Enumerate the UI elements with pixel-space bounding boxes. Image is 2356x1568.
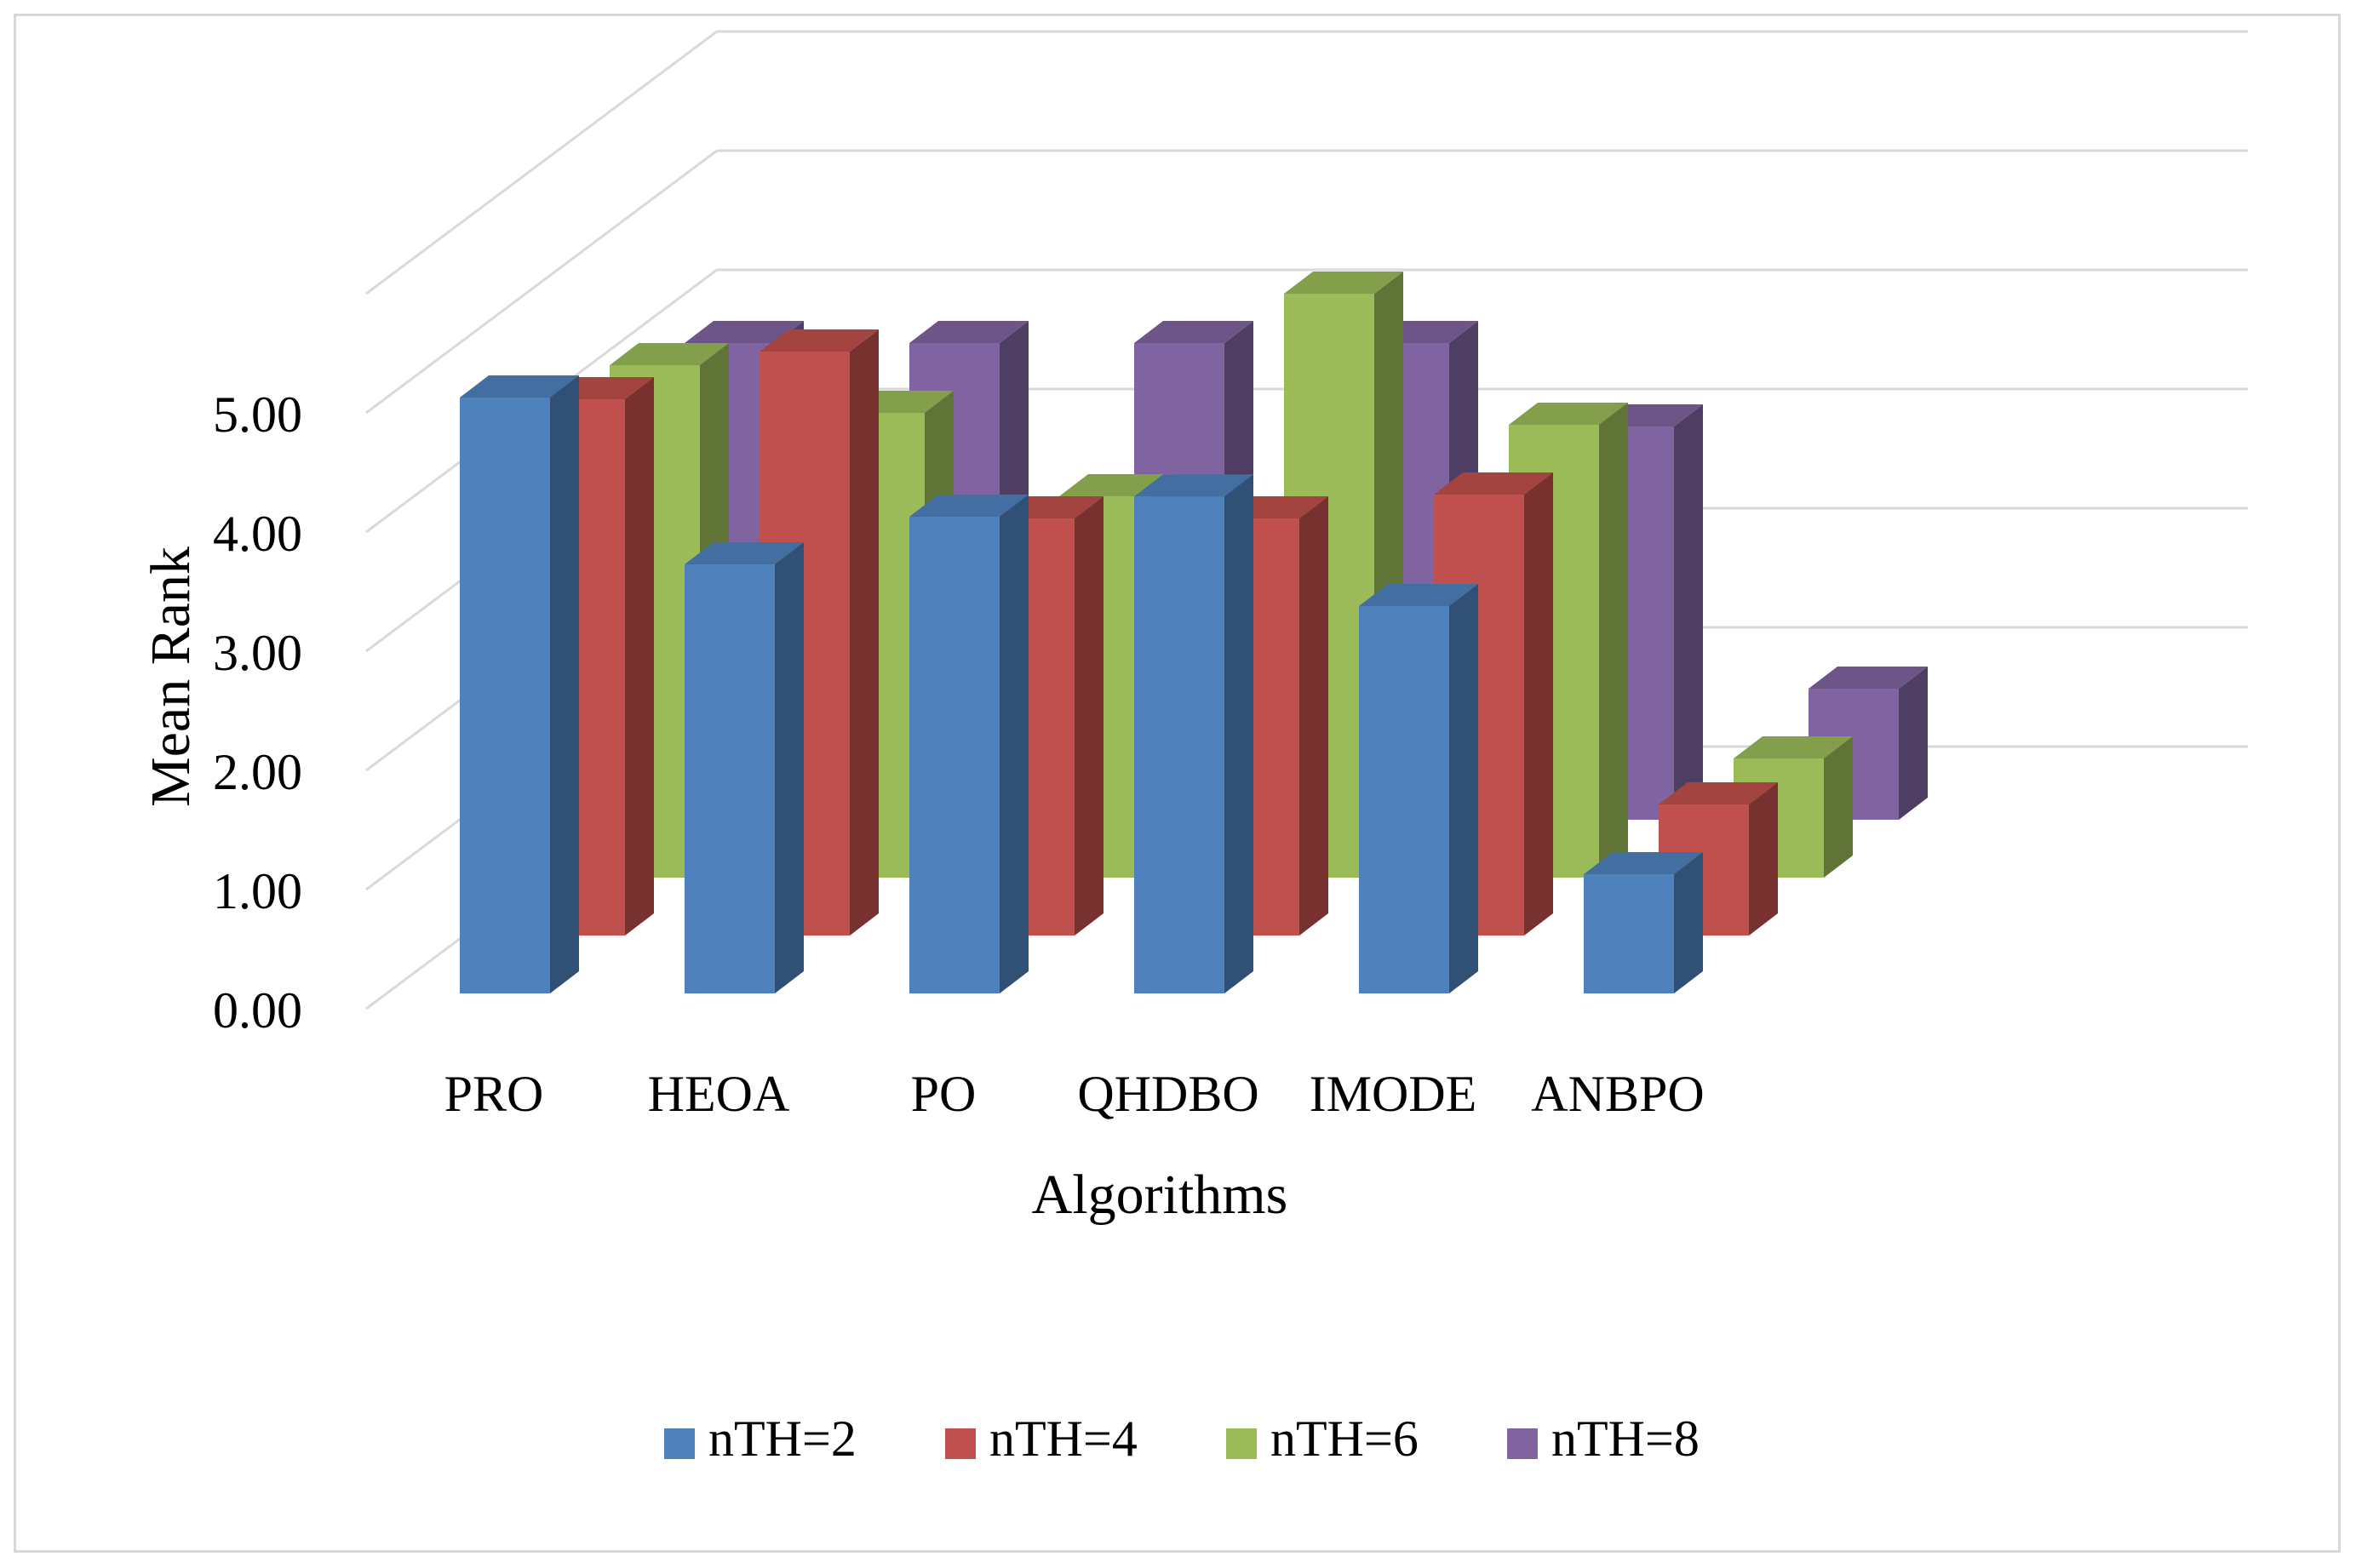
bar-top <box>909 495 1029 517</box>
bar-top <box>685 321 804 343</box>
bar <box>685 542 804 993</box>
legend-label: nTH=8 <box>1551 1411 1700 1467</box>
gridline-diagonal-5 <box>365 149 718 415</box>
bar-side <box>550 375 579 993</box>
bar-top <box>1284 272 1403 294</box>
legend-label: nTH=4 <box>989 1411 1138 1467</box>
bar <box>1134 474 1253 993</box>
bar-front <box>1134 496 1224 993</box>
bar-top <box>1734 736 1853 758</box>
bar-top <box>610 343 729 365</box>
bar <box>460 375 579 993</box>
bar-side <box>850 329 879 936</box>
bar-side <box>1674 852 1703 993</box>
bar <box>1584 852 1703 993</box>
bar-top <box>1809 667 1928 689</box>
bar-front <box>460 398 550 993</box>
x-tick-label: PRO <box>444 1066 544 1122</box>
bar-side <box>625 377 654 936</box>
legend-item: nTH=4 <box>945 1411 1138 1467</box>
x-tick-label: ANBPO <box>1531 1066 1704 1122</box>
bar-side <box>1749 782 1778 936</box>
legend-label: nTH=6 <box>1270 1411 1419 1467</box>
bar-front <box>685 564 775 993</box>
legend-item: nTH=8 <box>1507 1411 1700 1467</box>
bar-top <box>760 329 879 352</box>
y-tick-labels: 0.00 1.00 2.00 3.00 4.00 5.00 <box>213 386 302 1039</box>
bar-side <box>1824 736 1853 878</box>
bar-front <box>909 517 1000 993</box>
legend-swatch <box>945 1428 976 1459</box>
bar-top <box>460 375 579 398</box>
bar-side <box>1674 404 1703 820</box>
bar-side <box>1899 667 1928 820</box>
bar-side <box>1449 584 1478 993</box>
x-tick-labels: PRO HEOA PO QHDBO IMODE ANBPO <box>444 1066 1705 1122</box>
y-tick-label: 4.00 <box>213 506 302 562</box>
bar-front <box>1584 874 1674 993</box>
legend-swatch <box>1226 1428 1257 1459</box>
bar-top <box>909 321 1029 343</box>
gridline-diagonal-6 <box>365 30 718 295</box>
bar-top <box>1134 321 1253 343</box>
legend-swatch <box>664 1428 695 1459</box>
bar-side <box>1000 495 1029 993</box>
bar-top <box>1659 782 1778 804</box>
y-tick-label: 5.00 <box>213 386 302 443</box>
bar-side <box>1299 496 1328 936</box>
y-tick-label: 3.00 <box>213 625 302 681</box>
bar-top <box>1509 403 1628 425</box>
bar <box>1359 584 1478 993</box>
bar-side <box>1524 472 1553 936</box>
x-axis-title: Algorithms <box>1032 1164 1288 1226</box>
bar-side <box>775 542 804 993</box>
y-tick-label: 1.00 <box>213 863 302 919</box>
legend-item: nTH=2 <box>664 1411 857 1467</box>
legend: nTH=2 nTH=4 nTH=6 nTH=8 <box>664 1411 1700 1467</box>
legend-swatch <box>1507 1428 1538 1459</box>
y-tick-label: 2.00 <box>213 744 302 800</box>
bar-top <box>1584 852 1703 874</box>
bar-top <box>1434 472 1553 495</box>
bar-side <box>1599 403 1628 878</box>
x-tick-label: QHDBO <box>1077 1066 1258 1122</box>
bar-side <box>1224 474 1253 993</box>
bars <box>460 272 1928 993</box>
x-tick-label: PO <box>911 1066 977 1122</box>
bar-top <box>1134 474 1253 497</box>
bar-side <box>1075 496 1103 936</box>
bar-top <box>1359 584 1478 606</box>
bar <box>909 495 1029 993</box>
bar-front <box>1359 606 1449 993</box>
x-tick-label: IMODE <box>1310 1066 1477 1122</box>
y-tick-label: 0.00 <box>213 982 302 1039</box>
x-tick-label: HEOA <box>648 1066 790 1122</box>
legend-label: nTH=2 <box>708 1411 857 1467</box>
bar-top <box>685 542 804 564</box>
legend-item: nTH=6 <box>1226 1411 1419 1467</box>
y-axis-title: Mean Rank <box>140 547 202 807</box>
